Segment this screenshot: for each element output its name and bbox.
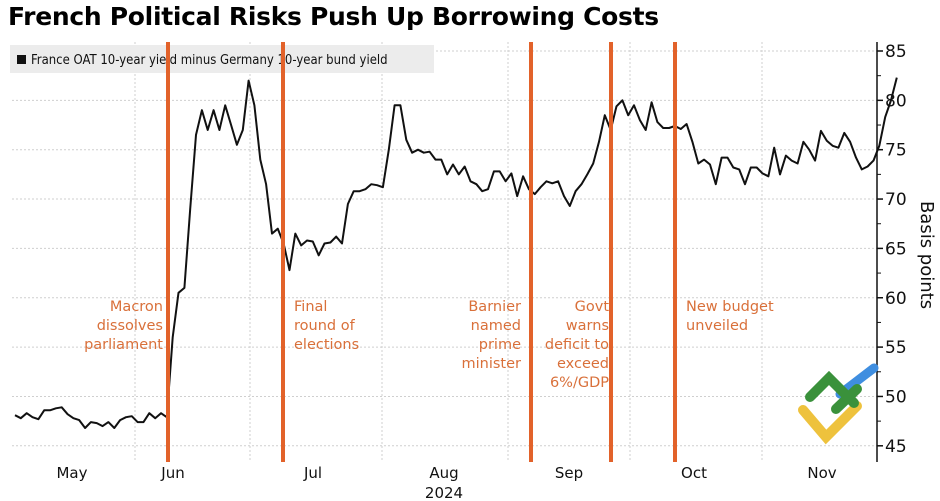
y-tick-label: 45 — [885, 437, 907, 457]
x-tick-label: Jun — [160, 464, 184, 482]
event-annotation-line: parliament — [84, 337, 163, 353]
event-annotation-line: deficit to — [545, 337, 609, 353]
y-tick-label: 60 — [885, 289, 907, 309]
event-annotation: Barnier named prime minister — [462, 299, 522, 372]
watermark-logo-icon — [798, 363, 879, 445]
y-tick-label: 85 — [885, 42, 907, 62]
event-annotation-line: Barnier — [468, 299, 521, 315]
event-annotation: Final round of elections — [294, 299, 359, 353]
chart-title: French Political Risks Push Up Borrowing… — [8, 2, 659, 31]
event-annotation-line: dissolves — [97, 318, 163, 334]
x-tick-label: Oct — [681, 464, 707, 482]
event-annotation-line: round of — [294, 318, 356, 334]
event-annotation-line: elections — [294, 337, 359, 353]
legend-background — [10, 45, 434, 73]
event-annotation-line: Final — [294, 299, 327, 315]
event-annotation-line: Macron — [110, 299, 163, 315]
event-layer — [166, 42, 677, 462]
event-annotation-line: warns — [566, 318, 609, 334]
event-annotation-line: prime — [479, 337, 521, 353]
x-axis-year: 2024 — [425, 484, 463, 501]
y-axis-title: Basis points — [916, 201, 937, 309]
event-annotation: Govt warns deficit to exceed 6%/GDP — [545, 299, 609, 391]
x-tick-label: Sep — [555, 464, 583, 482]
event-annotation: New budget unveiled — [686, 299, 774, 334]
event-annotation-line: minister — [462, 356, 522, 372]
legend-swatch — [17, 55, 26, 64]
legend: France OAT 10-year yield minus Germany 1… — [10, 45, 434, 73]
event-annotation-line: unveiled — [686, 318, 748, 334]
event-annotation-line: 6%/GDP — [550, 375, 609, 391]
event-annotation-line: named — [471, 318, 521, 334]
event-annotation-line: New budget — [686, 299, 774, 315]
event-annotation-line: Govt — [575, 299, 610, 315]
event-annotation: Macron dissolves parliament — [84, 299, 163, 353]
event-annotation-line: exceed — [557, 356, 609, 372]
x-axis: May Jun Jul Aug Sep Oct Nov — [56, 464, 836, 482]
series-layer — [14, 77, 898, 429]
y-tick-label: 75 — [885, 141, 907, 161]
grid-layer — [12, 42, 877, 462]
x-tick-label: Aug — [429, 464, 458, 482]
y-tick-label: 55 — [885, 338, 907, 358]
series-line — [14, 77, 898, 429]
x-tick-label: Jul — [303, 464, 322, 482]
annotation-layer: Macron dissolves parliament Final round of el… — [84, 299, 774, 391]
x-tick-label: May — [56, 464, 87, 482]
y-axis: 45 50 55 60 65 70 75 80 85 — [876, 42, 907, 462]
y-tick-label: 50 — [885, 387, 907, 407]
x-tick-label: Nov — [807, 464, 836, 482]
legend-label: France OAT 10-year yield minus Germany 1… — [31, 53, 388, 68]
y-tick-label: 80 — [885, 91, 907, 111]
y-tick-label: 65 — [885, 239, 907, 259]
y-tick-label: 70 — [885, 190, 907, 210]
